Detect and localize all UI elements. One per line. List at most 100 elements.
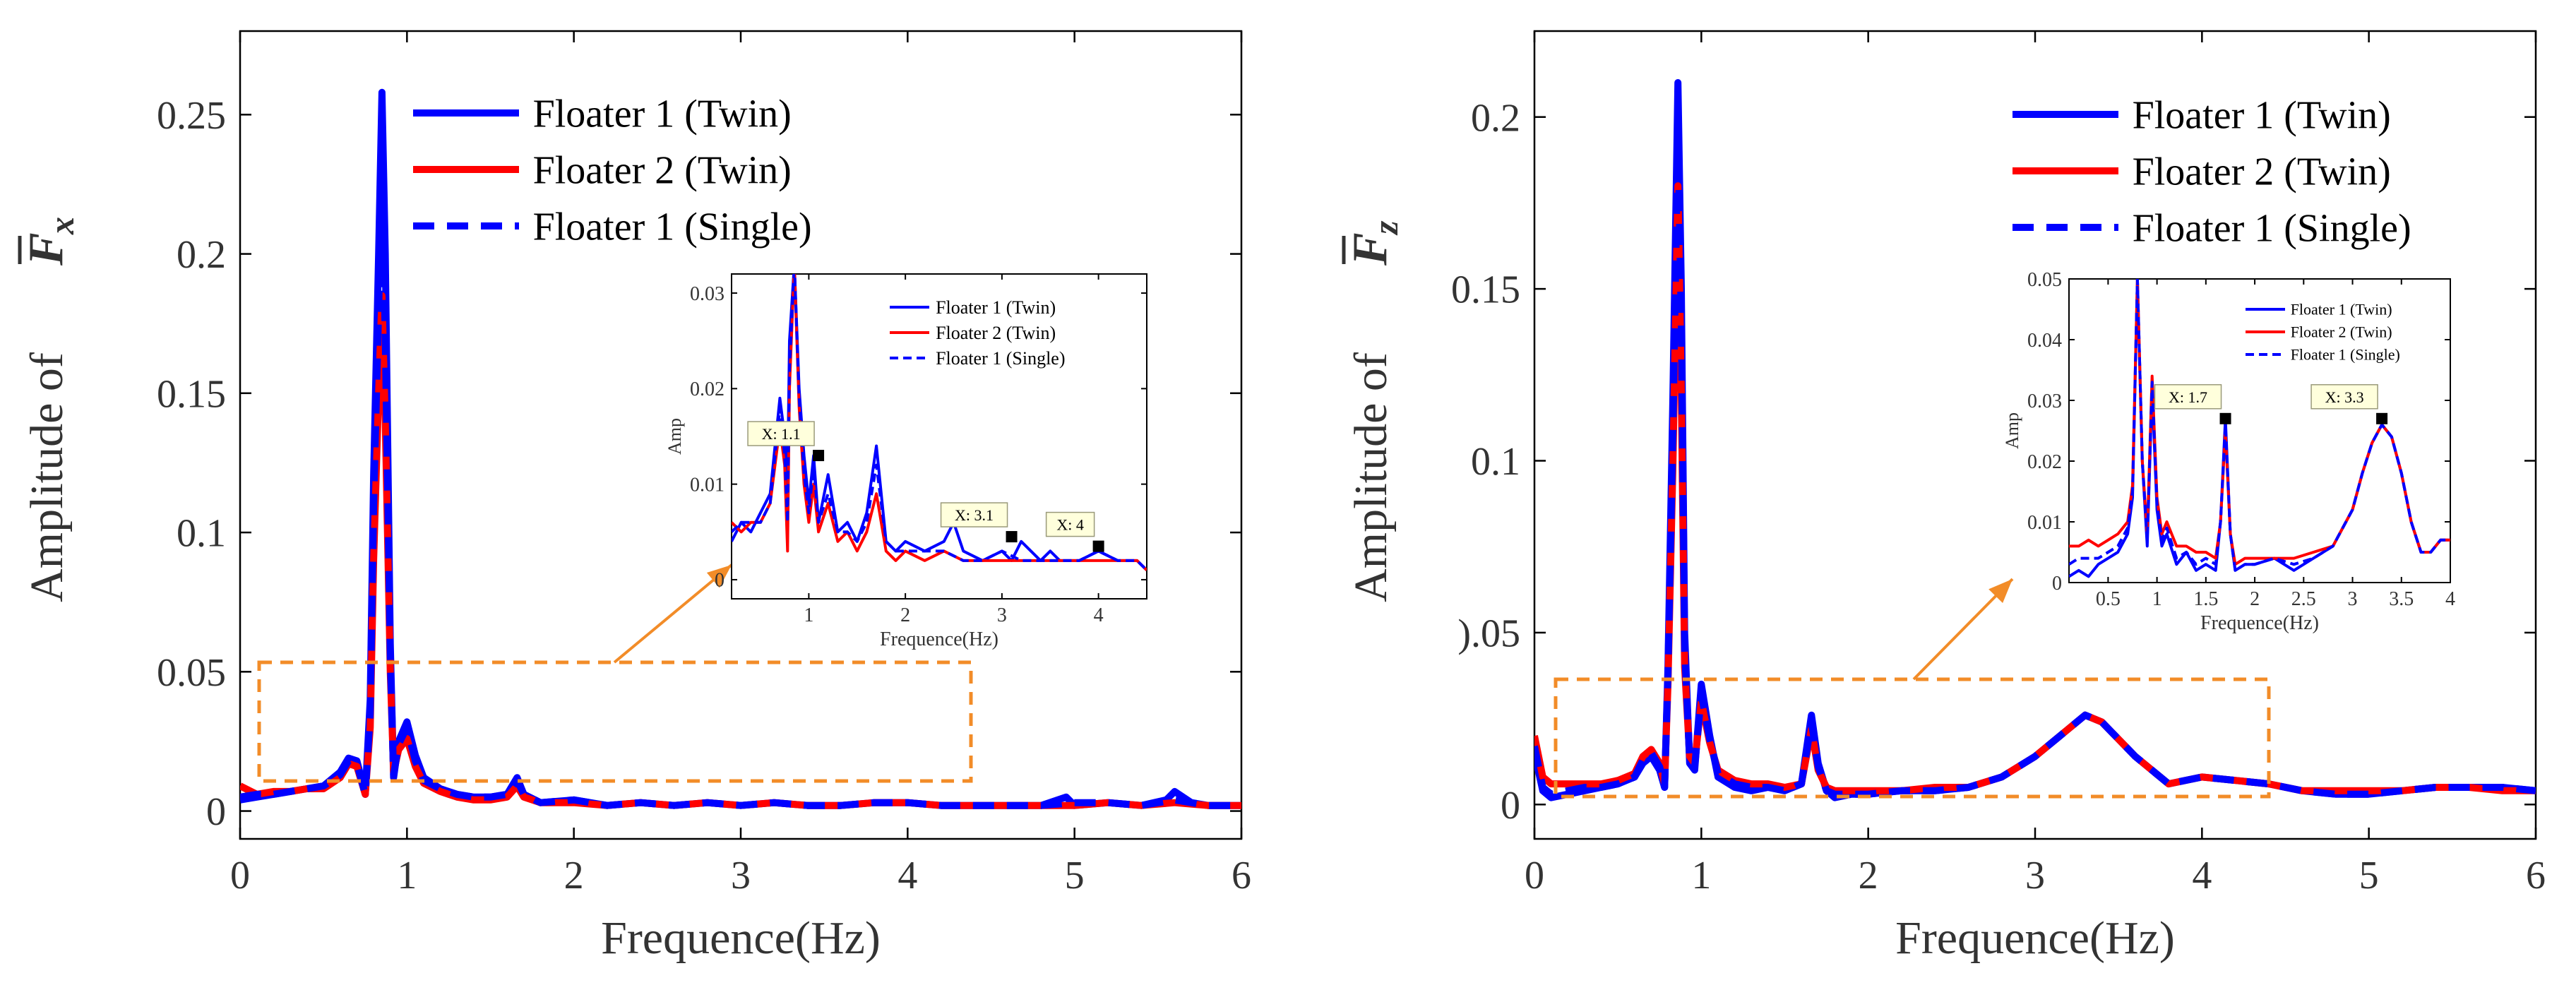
- chart1-inset-datatip-label-1: X: 1.1: [762, 425, 801, 443]
- chart2-inset-ytick-label: 0.02: [2027, 451, 2062, 473]
- chart1-zoom-arrow-head: [706, 565, 732, 588]
- chart1-xtick-label: 5: [1065, 854, 1085, 897]
- chart1-inset-xtick-label: 4: [1094, 604, 1104, 626]
- chart1-inset-ytick-label: 0.03: [690, 283, 724, 305]
- chart1-inset-axes: 1 2 3 4 0 0.01 0.02 0.03 Frequence(Hz): [690, 273, 1147, 650]
- chart2-inset-ytick-label: 0.03: [2027, 390, 2062, 412]
- chart2-ytick-label: 0.2: [1471, 96, 1520, 140]
- chart2-inset-xtick-label: 0.5: [2096, 588, 2121, 610]
- chart2-inset-xlabel: Frequence(Hz): [2200, 612, 2319, 634]
- chart1-ylabel-subscript: x: [42, 217, 81, 235]
- chart2-legend-label-1: Floater 1 (Twin): [2133, 94, 2391, 138]
- chart1-series-group: [240, 88, 1241, 809]
- chart1-ytick-label: 0.2: [177, 233, 226, 277]
- chart1-inset-datatip-box-1: [747, 421, 815, 446]
- chart2-inset-legend-label-1: Floater 1 (Twin): [2291, 301, 2392, 318]
- chart2-inset-xtick-label: 2.5: [2291, 588, 2316, 610]
- chart2-xtick-label: 4: [2192, 854, 2212, 897]
- chart2-ylabel-text: Amplitude of: [1345, 352, 1397, 602]
- chart2-xtick-label: 0: [1525, 854, 1544, 897]
- chart2-inset-series-line-3: [2069, 279, 2450, 572]
- chart1-series-line-3: [240, 167, 1241, 809]
- chart1-ytick-label: 0: [206, 790, 226, 834]
- chart2-inset-datatip-label-1: X: 1.7: [2169, 388, 2207, 406]
- chart1-inset-ytick-label: 0.01: [690, 474, 724, 496]
- chart2-legend-label-2: Floater 2 (Twin): [2133, 150, 2391, 194]
- chart1-inset-ytick-label: 0: [715, 570, 724, 592]
- chart1-xtick-label: 3: [731, 854, 751, 897]
- chart2-series-group: [1534, 79, 2536, 801]
- chart2-ylabel-subscript: z: [1366, 220, 1405, 236]
- chart1-legend-label-1: Floater 1 (Twin): [533, 93, 792, 136]
- chart2-inset-datatip-marker-1: [2219, 412, 2231, 424]
- chart2-inset-ylabel: Amp: [2002, 412, 2022, 449]
- chart1-inset-datatip-label-3: X: 4: [1056, 516, 1084, 534]
- chart1-inset-datatip-marker-1: [813, 450, 825, 462]
- chart2-inset-datatip-box-2: [2310, 384, 2378, 410]
- chart2-legend-label-3: Floater 1 (Single): [2133, 207, 2411, 251]
- chart1-inset-datatip-marker-2: [1006, 531, 1018, 543]
- chart1-inset-xlabel: Frequence(Hz): [880, 628, 998, 650]
- chart2-xtick-label: 1: [1691, 854, 1711, 897]
- chart2-ylabel-symbol: F: [1343, 232, 1397, 266]
- chart1-xtick-label: 4: [898, 854, 917, 897]
- chart1-ylabel-symbol: F: [19, 232, 73, 266]
- chart1-inset-series-group: [732, 274, 1147, 571]
- chart1-zoom-region: [257, 660, 973, 783]
- chart2-inset-datatip-marker-2: [2376, 412, 2388, 424]
- chart2-ytick-label: 0.1: [1471, 440, 1520, 484]
- chart1-xtick-label: 2: [564, 854, 584, 897]
- chart2-inset-xtick-label: 1.5: [2193, 588, 2218, 610]
- chart1-inset-datatip-marker-3: [1092, 540, 1104, 552]
- chart1-zoom-arrow-line: [613, 563, 733, 664]
- chart2-series-line-3: [1534, 131, 2536, 798]
- chart1-inset-legend: Floater 1 (Twin) Floater 2 (Twin) Floater …: [890, 297, 1066, 369]
- chart2-xtick-label: 5: [2359, 854, 2379, 897]
- chart1-xtick-label: 0: [230, 854, 250, 897]
- chart2-inset-ytick-label: 0.05: [2027, 269, 2062, 291]
- chart2-xtick-label: 6: [2526, 854, 2546, 897]
- chart2-ylabel: Amplitude of Fz: [1342, 220, 1405, 602]
- chart2-inset-xtick-label: 2: [2250, 588, 2260, 610]
- chart2-inset-ytick-label: 0.01: [2027, 512, 2062, 534]
- chart1-ytick-label: 0.25: [157, 94, 226, 138]
- chart1-inset-datatip-box-3: [1045, 511, 1095, 537]
- chart1-inset-ytick-label: 0.02: [690, 378, 724, 400]
- chart2-ytick-label: 0: [1501, 784, 1520, 828]
- chart2-ytick-label: 0.15: [1451, 268, 1520, 312]
- chart2-xtick-label: 3: [2025, 854, 2045, 897]
- chart1-ytick-label: 0.1: [177, 512, 226, 556]
- chart2-legend: Floater 1 (Twin) Floater 2 (Twin) Floater …: [2012, 94, 2411, 251]
- chart1-legend-label-3: Floater 1 (Single): [533, 205, 812, 249]
- chart2-inset-legend-label-3: Floater 1 (Single): [2291, 346, 2400, 364]
- chart1-ytick-label: 0.05: [157, 651, 226, 695]
- chart1-inset-xtick-label: 2: [900, 604, 910, 626]
- chart1-inset-legend-label-3: Floater 1 (Single): [936, 348, 1065, 369]
- chart1-xlabel: Frequence(Hz): [601, 912, 881, 964]
- chart2-zoom-arrow-head: [1988, 579, 2012, 604]
- chart1-inset-legend-label-2: Floater 2 (Twin): [936, 323, 1056, 343]
- chart1-inset-series-line-3: [732, 274, 1147, 571]
- chart1-xtick-label: 1: [397, 854, 417, 897]
- chart2-xtick-label: 2: [1859, 854, 1878, 897]
- chart2-inset-datatip-label-2: X: 3.3: [2325, 388, 2364, 406]
- chart2-inset-legend: Floater 1 (Twin) Floater 2 (Twin) Floater …: [2246, 301, 2400, 364]
- chart2-inset-xtick-label: 3: [2348, 588, 2358, 610]
- chart2-inset-datatip-box-1: [2154, 384, 2222, 410]
- chart1-xtick-label: 6: [1232, 854, 1251, 897]
- chart1-inset-xtick-label: 1: [804, 604, 813, 626]
- chart1-ylabel: Amplitude of Fx: [18, 217, 81, 602]
- chart1-inset-ylabel: Amp: [664, 418, 685, 455]
- chart2-inset-xtick-label: 3.5: [2389, 588, 2414, 610]
- chart2-inset-series-group: [2069, 279, 2450, 578]
- chart1-legend-label-2: Floater 2 (Twin): [533, 149, 792, 193]
- chart1-ylabel-text: Amplitude of: [21, 352, 73, 602]
- chart2-inset-xtick-label: 4: [2445, 588, 2455, 610]
- chart1-inset-xtick-label: 3: [997, 604, 1007, 626]
- chart2-xlabel: Frequence(Hz): [1895, 912, 2175, 964]
- chart1-ytick-label: 0.15: [157, 372, 226, 416]
- chart2-ytick-label: ).05: [1457, 612, 1520, 656]
- chart2-inset-ytick-label: 0.04: [2027, 330, 2062, 352]
- chart1-inset-datatip-box-2: [940, 502, 1008, 527]
- chart1-inset-datatip-label-2: X: 3.1: [955, 506, 994, 524]
